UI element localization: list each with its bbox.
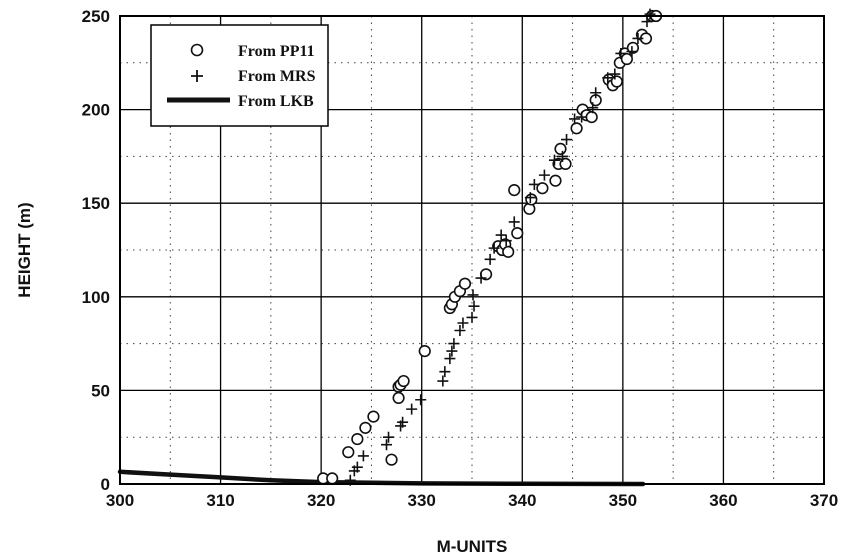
mrs-point: [439, 366, 451, 378]
pp11-point: [554, 142, 567, 156]
x-tick-label: 370: [810, 491, 838, 510]
mrs-point: [397, 416, 409, 428]
lkb-line: [117, 469, 646, 487]
pp11-point: [502, 245, 515, 258]
pp11-point: [351, 432, 364, 446]
pp11-point: [359, 421, 372, 434]
series-lkb: [117, 469, 646, 487]
mrs-point: [351, 461, 363, 473]
x-tick-label: 350: [609, 491, 637, 510]
mrs-point: [561, 134, 573, 146]
legend-marker-pp11: [190, 43, 204, 57]
mrs-point: [444, 353, 456, 365]
mrs-point: [641, 16, 653, 28]
pp11-point: [397, 374, 410, 388]
mrs-point: [644, 8, 656, 20]
mrs-point: [484, 253, 496, 265]
pp11-point: [620, 52, 633, 66]
mrs-point: [626, 46, 638, 58]
mrs-point: [587, 102, 599, 114]
y-tick-label: 250: [82, 7, 110, 26]
mrs-point: [609, 68, 621, 80]
legend-label-pp11: From PP11: [238, 43, 315, 60]
mrs-point: [632, 32, 644, 44]
pp11-point: [549, 174, 562, 187]
y-tick-label: 0: [101, 475, 110, 494]
mrs-point: [383, 431, 395, 443]
y-tick-label: 150: [82, 194, 110, 213]
pp11-point: [626, 41, 640, 54]
mrs-point: [454, 324, 466, 336]
pp11-point: [326, 472, 339, 485]
mrs-point: [457, 317, 469, 329]
mrs-point: [488, 242, 500, 254]
mrs-point: [538, 169, 550, 181]
mrs-point: [448, 338, 460, 350]
mrs-point: [602, 72, 614, 84]
mrs-point: [615, 47, 627, 59]
mrs-point: [590, 87, 602, 99]
mrs-point: [468, 300, 480, 312]
pp11-point: [392, 391, 405, 404]
mrs-point: [467, 289, 479, 301]
mrs-point: [508, 216, 520, 228]
legend-label-lkb: From LKB: [238, 93, 314, 110]
mrs-point: [466, 311, 478, 323]
mrs-point: [495, 229, 507, 241]
pp11-point: [458, 277, 472, 290]
x-tick-label: 340: [508, 491, 536, 510]
mrs-point: [415, 394, 427, 406]
mrs-point: [528, 178, 540, 190]
mrs-point: [576, 111, 588, 123]
pp11-point: [342, 446, 355, 459]
pp11-point: [367, 410, 380, 423]
pp11-point: [585, 110, 598, 124]
x-tick-label: 330: [408, 491, 436, 510]
pp11-point: [418, 344, 431, 358]
mrs-point: [357, 450, 369, 462]
y-tick-labels: 0 50 100 150 200 250: [82, 7, 110, 494]
pp11-point: [536, 182, 549, 195]
pp11-point: [570, 122, 583, 135]
mrs-point: [406, 403, 418, 415]
x-tick-label: 360: [709, 491, 737, 510]
pp11-point: [511, 227, 524, 240]
legend-label-mrs: From MRS: [238, 68, 316, 85]
x-tick-label: 310: [206, 491, 234, 510]
plus-marker: [191, 70, 203, 82]
mrs-point: [446, 345, 458, 357]
pp11-point: [508, 183, 521, 197]
y-tick-label: 100: [82, 288, 110, 307]
mrs-point: [437, 375, 449, 387]
y-axis-title: HEIGHT (m): [15, 202, 34, 297]
x-axis-title: M-UNITS: [437, 537, 508, 556]
mrs-point: [381, 439, 393, 451]
y-tick-label: 50: [91, 381, 110, 400]
pp11-point: [525, 193, 538, 206]
legend-marker-mrs: [191, 70, 203, 82]
legend: From PP11 From MRS From LKB: [150, 24, 329, 127]
legend-box: [150, 24, 329, 127]
series-pp11: [317, 9, 663, 485]
mrs-point: [548, 154, 560, 166]
mrs-point: [524, 192, 536, 204]
x-tick-labels: 300 310 320 330 340 350 360 370: [106, 491, 838, 510]
plot-frame: [119, 15, 825, 485]
y-tick-label: 200: [82, 101, 110, 120]
x-tick-label: 320: [307, 491, 335, 510]
mrs-point: [475, 272, 487, 284]
mrs-point: [500, 235, 512, 247]
mrs-point: [569, 113, 581, 125]
x-tick-label: 300: [106, 491, 134, 510]
mrs-point: [557, 150, 569, 162]
pp11-point: [385, 453, 398, 466]
series-mrs: [344, 8, 656, 486]
